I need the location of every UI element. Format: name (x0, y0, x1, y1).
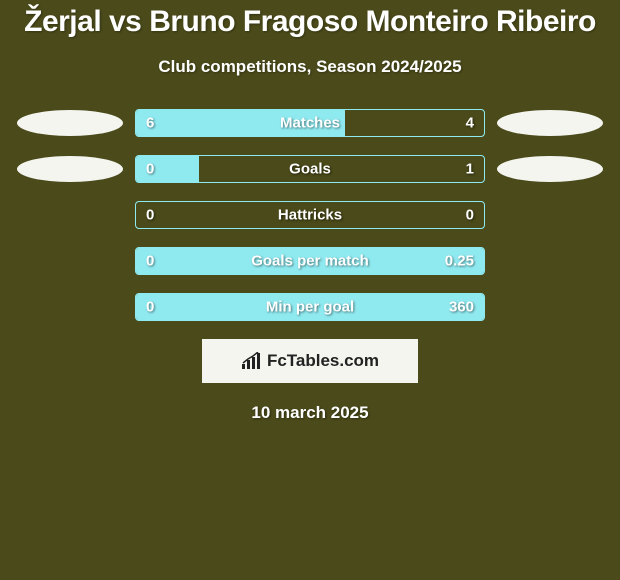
player-right-avatar (497, 156, 603, 182)
page-title: Žerjal vs Bruno Fragoso Monteiro Ribeiro (0, 5, 620, 39)
stat-value-left: 0 (146, 161, 154, 178)
stat-value-right: 0.25 (445, 253, 474, 270)
stat-label: Goals per match (251, 253, 369, 270)
subtitle: Club competitions, Season 2024/2025 (0, 57, 620, 77)
stat-bar: 0 Min per goal 360 (135, 293, 485, 321)
stat-row: 0 Min per goal 360 (0, 293, 620, 321)
stat-value-right: 360 (449, 299, 474, 316)
stat-row: 0 Hattricks 0 (0, 201, 620, 229)
stat-row: 0 Goals per match 0.25 (0, 247, 620, 275)
stat-value-left: 0 (146, 299, 154, 316)
player-right-avatar (497, 110, 603, 136)
brand-logo-box[interactable]: FcTables.com (202, 339, 418, 383)
stats-list: 6 Matches 4 0 Goals 1 0 Hattricks 0 0 Goals per ma… (0, 109, 620, 321)
stat-row: 6 Matches 4 (0, 109, 620, 137)
player-left-avatar (17, 110, 123, 136)
stat-label: Goals (289, 161, 331, 178)
stat-bar: 6 Matches 4 (135, 109, 485, 137)
stat-bar: 0 Hattricks 0 (135, 201, 485, 229)
stat-value-right: 4 (466, 115, 474, 132)
stat-bar: 0 Goals 1 (135, 155, 485, 183)
stat-row: 0 Goals 1 (0, 155, 620, 183)
stat-value-right: 0 (466, 207, 474, 224)
comparison-widget: Žerjal vs Bruno Fragoso Monteiro Ribeiro… (0, 0, 620, 423)
brand-text: FcTables.com (267, 351, 379, 371)
stat-bar: 0 Goals per match 0.25 (135, 247, 485, 275)
chart-icon (241, 352, 263, 370)
brand-logo: FcTables.com (241, 351, 379, 371)
stat-label: Min per goal (266, 299, 354, 316)
stat-label: Hattricks (278, 207, 342, 224)
stat-value-left: 6 (146, 115, 154, 132)
stat-label: Matches (280, 115, 340, 132)
player-left-avatar (17, 156, 123, 182)
stat-value-right: 1 (466, 161, 474, 178)
stat-value-left: 0 (146, 253, 154, 270)
stat-value-left: 0 (146, 207, 154, 224)
date-label: 10 march 2025 (0, 403, 620, 423)
